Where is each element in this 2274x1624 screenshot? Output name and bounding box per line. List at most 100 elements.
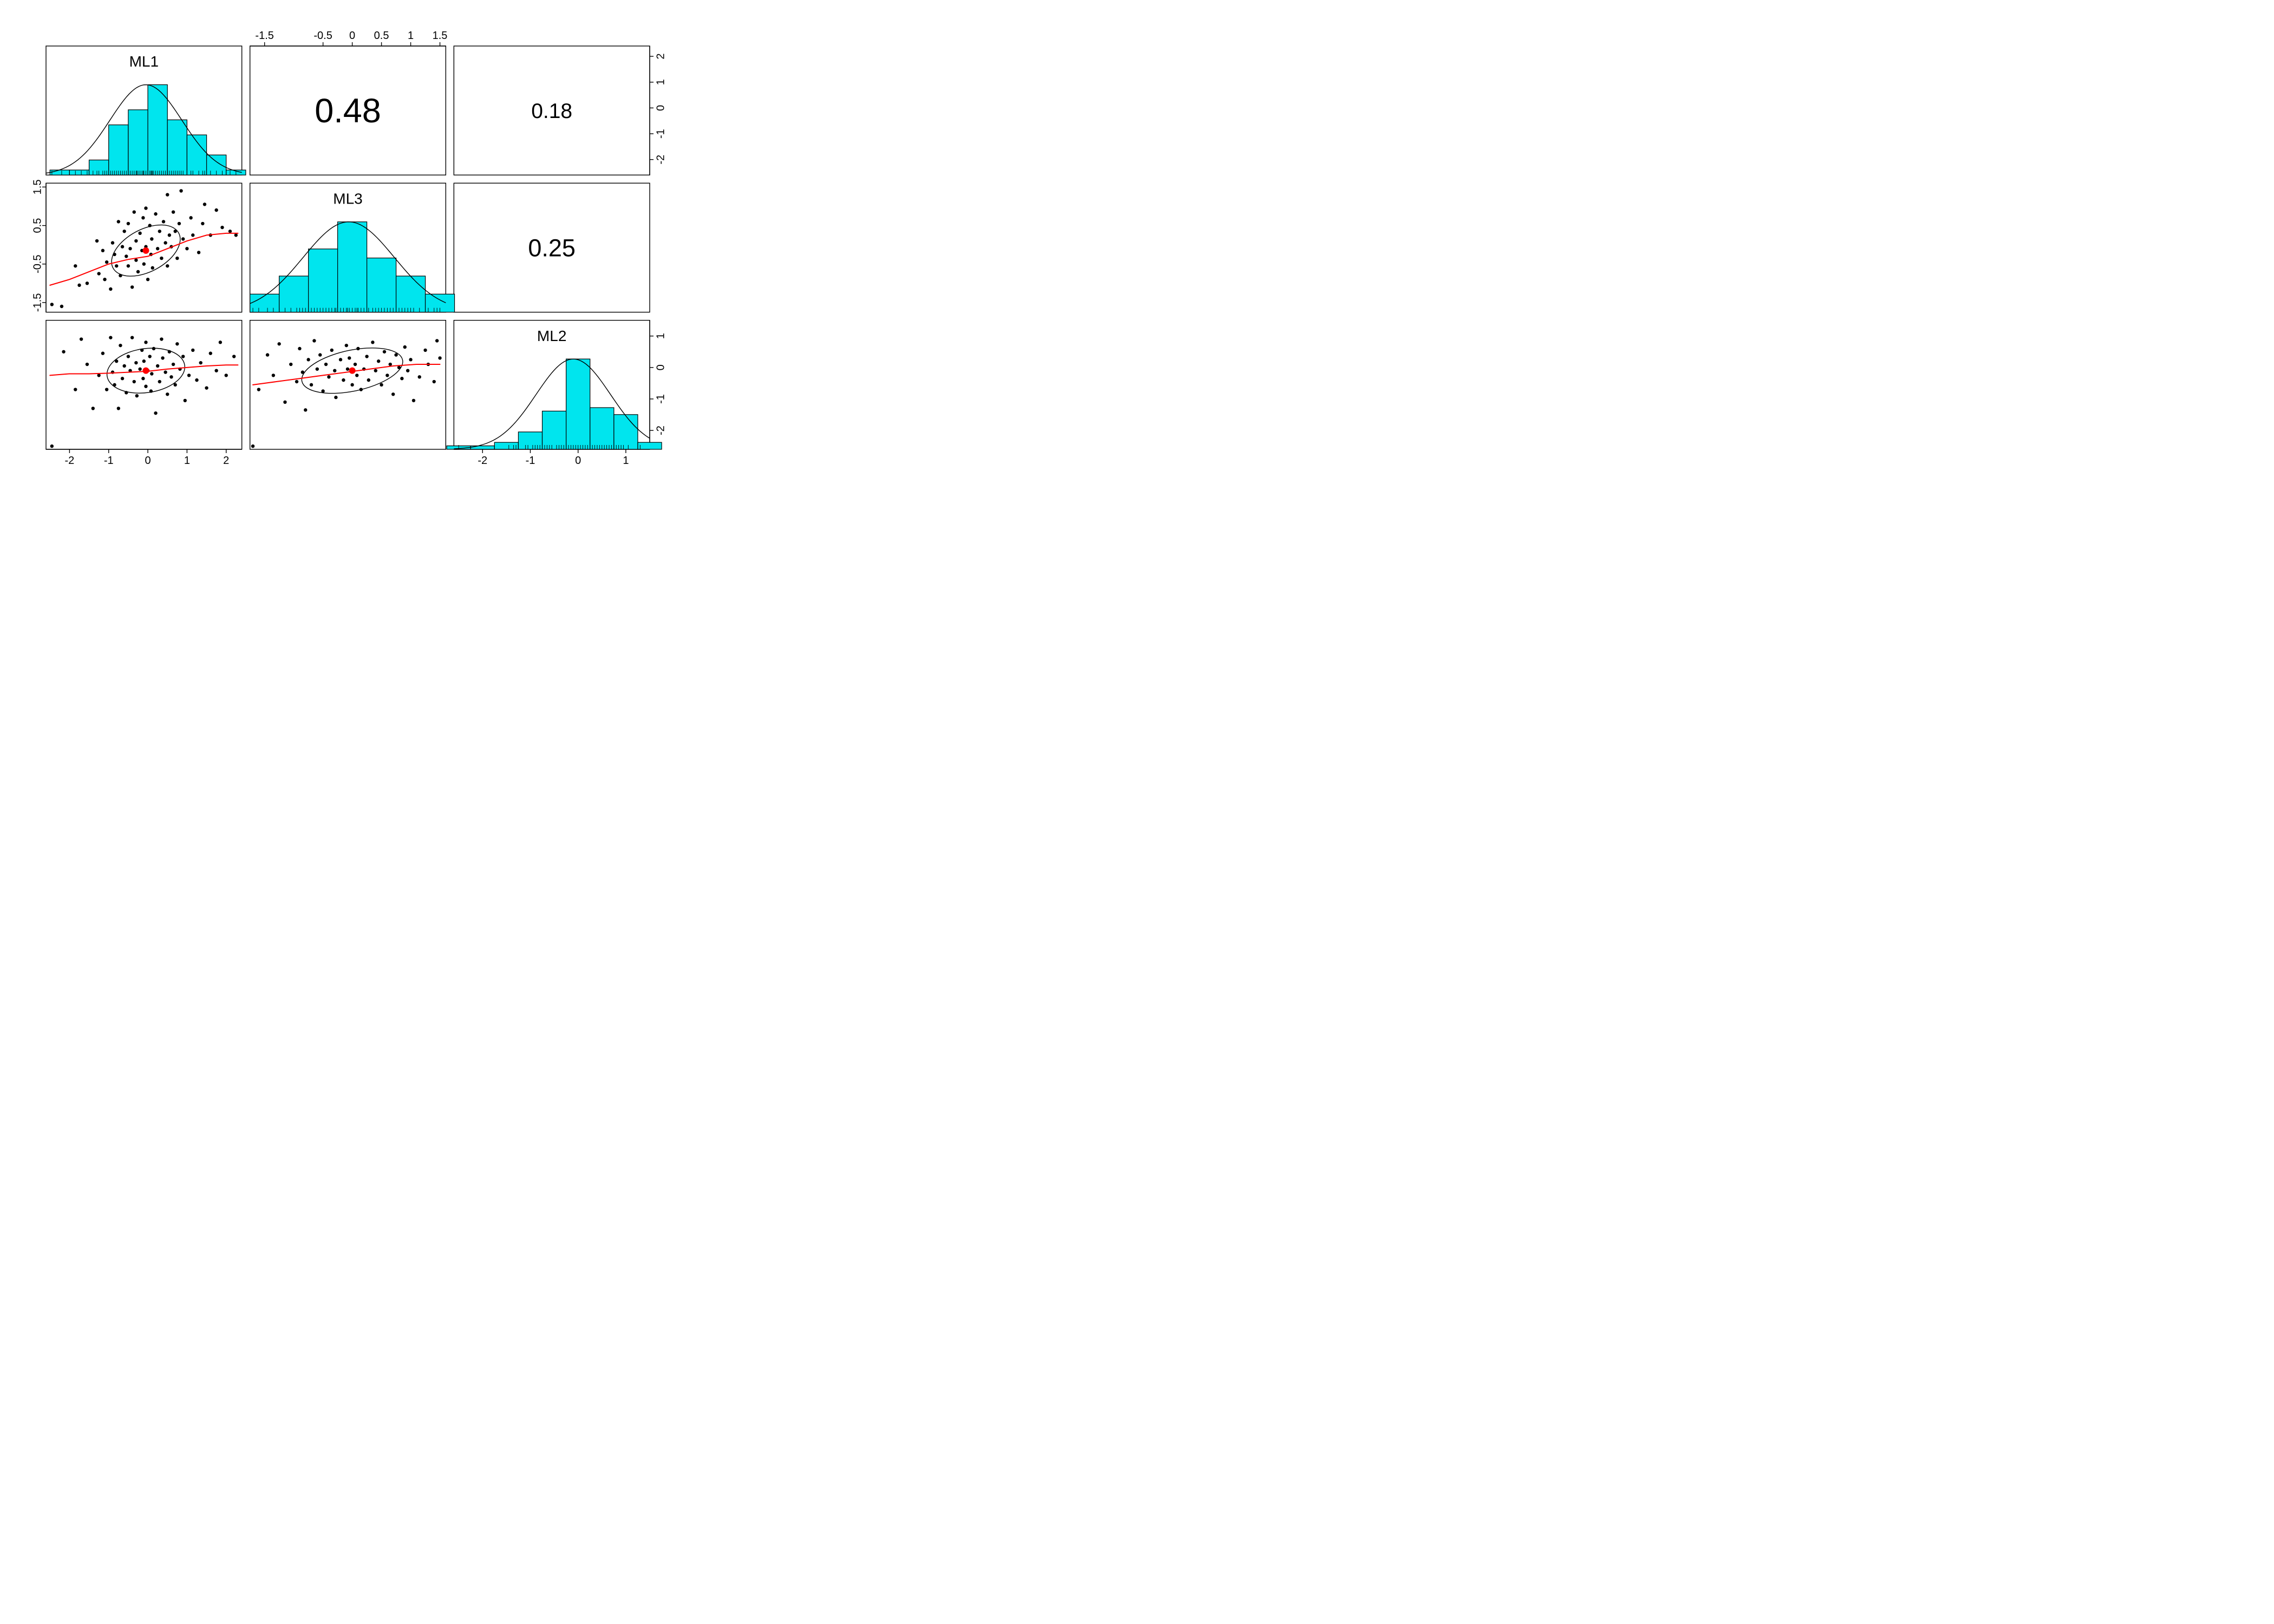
scatter-point — [160, 337, 163, 340]
scatter-point — [105, 388, 108, 391]
scatter-point — [115, 264, 118, 267]
scatter-point — [383, 350, 386, 353]
hist-bar — [109, 125, 128, 175]
scatter-point — [109, 287, 112, 291]
scatter-point — [141, 216, 145, 219]
scatter-point — [438, 356, 441, 359]
hist-bar — [187, 135, 206, 175]
scatter-point — [306, 358, 310, 361]
scatter-point — [158, 380, 161, 383]
scatter-point — [339, 358, 342, 361]
scatter-point — [133, 210, 136, 213]
axis-tick-label: -1 — [655, 394, 666, 404]
scatter-point — [156, 247, 159, 250]
scatter-point — [178, 222, 181, 225]
hist-bar — [543, 411, 566, 449]
scatter-point — [172, 363, 175, 366]
scatter-point — [172, 210, 175, 213]
scatter-point — [318, 353, 322, 356]
axis-tick-label: 0 — [655, 105, 666, 111]
scatter-point — [385, 374, 389, 377]
hist-bar — [338, 222, 367, 312]
corr-value: 0.18 — [531, 100, 572, 123]
scatter-point — [130, 285, 134, 289]
scatter-point — [209, 352, 212, 355]
scatter-point — [103, 278, 106, 281]
centroid-point — [349, 368, 356, 374]
scatter-point — [365, 355, 368, 358]
scatter-point — [179, 189, 182, 192]
var-label-ML1: ML1 — [129, 53, 159, 70]
scatter-point — [141, 377, 145, 380]
pairs-plot: -1.5-0.500.511.5-2-1012-1.5-0.50.51.5-2-… — [0, 0, 682, 487]
scatter-point — [330, 349, 334, 352]
scatter-point — [435, 339, 439, 342]
scatter-point — [312, 339, 316, 342]
axis-tick-label: 0 — [575, 455, 581, 467]
scatter-point — [138, 232, 141, 235]
scatter-point — [377, 359, 380, 363]
scatter-point — [295, 380, 298, 383]
scatter-point — [62, 350, 65, 353]
scatter-point — [50, 444, 54, 448]
scatter-point — [345, 344, 348, 347]
axis-tick-label: -2 — [65, 455, 75, 467]
hist-bar — [50, 170, 69, 175]
scatter-point — [160, 257, 163, 260]
scatter-point — [310, 383, 313, 387]
scatter-point — [333, 369, 336, 372]
scatter-point — [283, 401, 286, 404]
scatter-point — [400, 377, 403, 380]
scatter-point — [289, 363, 292, 366]
scatter-point — [144, 206, 147, 209]
scatter-point — [138, 368, 141, 371]
scatter-point — [203, 202, 206, 206]
scatter-point — [151, 266, 154, 270]
scatter-point — [220, 226, 224, 229]
scatter-point — [228, 230, 232, 233]
hist-bar — [250, 294, 279, 312]
scatter-point — [144, 385, 147, 388]
scatter-point — [152, 347, 155, 350]
scatter-point — [154, 411, 157, 415]
scatter-point — [77, 284, 81, 287]
scatter-point — [185, 247, 188, 250]
scatter-point — [134, 258, 138, 261]
scatter-point — [304, 408, 307, 411]
axis-tick-label: 1.5 — [433, 30, 448, 42]
hist-bar — [494, 442, 518, 449]
scatter-point — [403, 345, 407, 349]
hist-bar — [566, 359, 590, 449]
scatter-point — [277, 342, 280, 345]
scatter-point — [144, 340, 147, 344]
scatter-point — [164, 241, 167, 244]
scatter-point — [181, 355, 185, 358]
scatter-point — [95, 239, 99, 243]
scatter-point — [74, 264, 77, 267]
scatter-point — [142, 359, 146, 363]
scatter-point — [181, 237, 185, 240]
scatter-point — [130, 336, 134, 339]
axis-tick-label: -1.5 — [255, 30, 273, 42]
axis-tick-label: 0 — [349, 30, 355, 42]
panel-2-0 — [46, 320, 242, 449]
scatter-point — [205, 386, 208, 389]
scatter-point — [86, 363, 89, 366]
scatter-point — [389, 363, 392, 366]
scatter-point — [191, 233, 194, 237]
scatter-point — [225, 374, 228, 377]
scatter-point — [97, 374, 100, 377]
scatter-point — [164, 370, 167, 374]
scatter-point — [97, 272, 100, 275]
scatter-point — [117, 407, 120, 410]
axis-tick-label: 0.5 — [31, 218, 43, 233]
scatter-point — [272, 374, 275, 377]
scatter-point — [169, 375, 173, 378]
scatter-point — [316, 368, 319, 371]
hist-bar — [148, 85, 167, 175]
scatter-point — [409, 358, 412, 361]
scatter-point — [197, 251, 200, 254]
scatter-point — [101, 352, 104, 355]
scatter-point — [121, 377, 124, 380]
centroid-point — [142, 247, 149, 254]
